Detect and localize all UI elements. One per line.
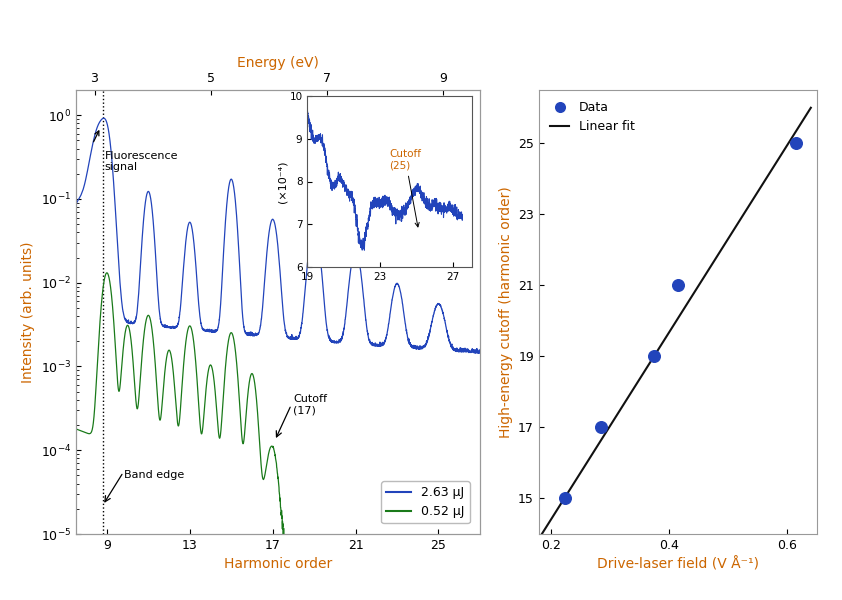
Point <box>671 281 685 290</box>
Point <box>647 352 661 361</box>
X-axis label: Harmonic order: Harmonic order <box>224 557 332 571</box>
Point <box>594 422 608 432</box>
Point <box>559 494 573 503</box>
Legend: 2.63 μJ, 0.52 μJ: 2.63 μJ, 0.52 μJ <box>381 481 470 523</box>
Legend: Data, Linear fit: Data, Linear fit <box>545 96 640 139</box>
Y-axis label: Intensity (arb. units): Intensity (arb. units) <box>21 241 35 383</box>
Point <box>789 139 802 148</box>
X-axis label: Drive-laser field (V Å⁻¹): Drive-laser field (V Å⁻¹) <box>597 557 759 572</box>
Y-axis label: (×10⁻⁴): (×10⁻⁴) <box>278 160 288 203</box>
Text: Cutoff
(25): Cutoff (25) <box>389 149 422 227</box>
Text: Band edge: Band edge <box>125 470 184 481</box>
X-axis label: Energy (eV): Energy (eV) <box>237 56 319 70</box>
Text: Fluorescence
signal: Fluorescence signal <box>104 151 179 172</box>
Y-axis label: High-energy cutoff (harmonic order): High-energy cutoff (harmonic order) <box>498 186 513 438</box>
Text: Cutoff
(17): Cutoff (17) <box>293 394 328 415</box>
